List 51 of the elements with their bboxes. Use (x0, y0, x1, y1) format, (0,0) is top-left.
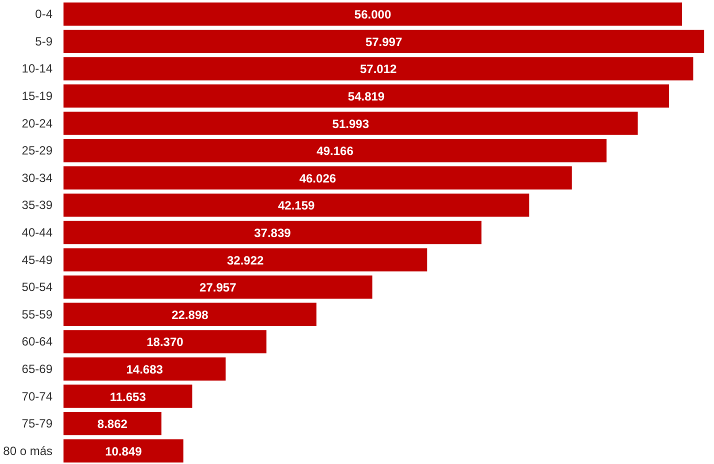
y-tick-label: 20-24 (22, 116, 53, 130)
bar (64, 357, 226, 381)
y-tick-label: 15-19 (22, 89, 53, 104)
bar (64, 275, 372, 299)
y-tick-label: 55-59 (22, 307, 53, 322)
data-label: 57.012 (360, 62, 398, 76)
bar (64, 2, 682, 26)
y-tick-label: 75-79 (22, 416, 53, 431)
bar (64, 220, 482, 244)
bar (64, 248, 428, 272)
data-label: 11.653 (110, 390, 146, 404)
data-label: 22.898 (172, 308, 209, 322)
y-tick-label: 70-74 (22, 389, 53, 404)
bar (64, 84, 669, 108)
data-label: 14.683 (126, 362, 164, 376)
bar (64, 412, 162, 436)
bar (64, 194, 530, 217)
y-tick-label: 65-69 (22, 362, 53, 376)
data-label: 56.000 (354, 8, 392, 22)
data-label: 46.026 (299, 171, 336, 186)
y-tick-label: 45-49 (22, 252, 53, 267)
bar (64, 384, 192, 408)
bar (64, 112, 638, 135)
y-tick-label: 30-34 (22, 170, 53, 185)
data-label: 42.159 (278, 198, 316, 213)
bar (64, 57, 694, 80)
bar (64, 439, 184, 462)
data-label: 32.922 (226, 253, 264, 268)
data-label: 8.862 (97, 417, 128, 432)
data-label: 54.819 (348, 90, 385, 104)
y-tick-label: 60-64 (22, 334, 53, 349)
y-tick-label: 35-39 (22, 198, 53, 212)
data-label: 51.993 (332, 116, 370, 131)
y-tick-label: 10-14 (22, 62, 53, 76)
data-label: 27.957 (200, 280, 237, 295)
bar (64, 330, 266, 354)
bar (64, 139, 607, 162)
data-label: 18.370 (146, 335, 184, 350)
bar (64, 166, 572, 190)
data-label: 49.166 (316, 144, 354, 158)
bar (64, 302, 316, 326)
y-tick-label: 80 o más (3, 444, 52, 458)
bar (64, 30, 704, 54)
y-tick-label: 0-4 (35, 7, 53, 22)
y-tick-label: 25-29 (22, 144, 53, 158)
data-label: 10.849 (105, 444, 142, 458)
y-tick-label: 50-54 (22, 280, 53, 294)
y-tick-label: 5-9 (35, 34, 53, 48)
y-tick-label: 40-44 (22, 226, 53, 240)
data-label: 57.997 (365, 34, 402, 49)
data-label: 37.839 (254, 226, 292, 240)
